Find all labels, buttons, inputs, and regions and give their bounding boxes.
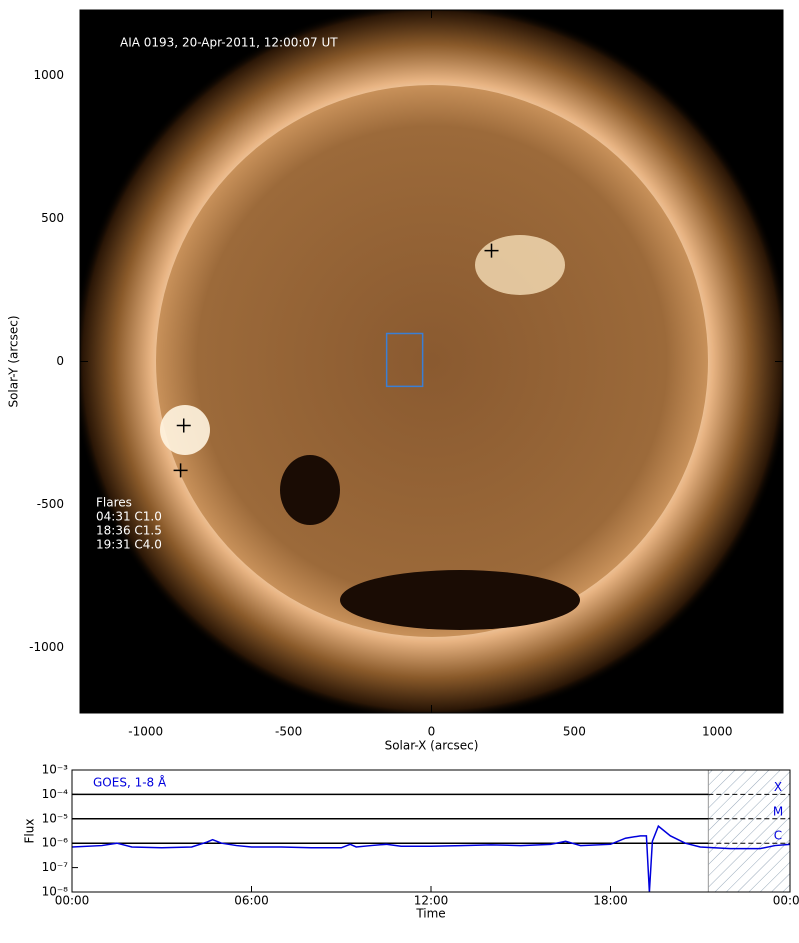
y-tick-label: 10⁻⁵: [42, 811, 69, 825]
y-tick-label: 500: [41, 211, 64, 225]
x-axis-label: Time: [415, 907, 445, 921]
y-axis-label: Solar-Y (arcsec): [7, 315, 21, 407]
flares-title: Flares: [96, 496, 132, 510]
x-axis-label: Solar-X (arcsec): [385, 739, 479, 753]
level-label: M: [773, 804, 783, 818]
x-tick-label: 1000: [702, 725, 733, 739]
axes-frame: [71, 769, 791, 893]
x-tick-label: -500: [275, 725, 302, 739]
flare-marker: [484, 243, 499, 258]
x-tick-label: 06:00: [234, 894, 269, 908]
flux-line: [71, 824, 791, 893]
x-tick-label: 12:00: [414, 894, 449, 908]
flare-entry: 18:36 C1.5: [96, 524, 162, 538]
x-tick-label: 500: [563, 725, 586, 739]
y-tick-label: 10⁻³: [42, 763, 69, 777]
y-tick-label: 10⁻⁷: [42, 860, 69, 874]
y-tick-label: 1000: [33, 68, 64, 82]
region-box: [385, 332, 424, 388]
y-tick-label: 10⁻⁶: [42, 836, 69, 850]
x-tick-label: 00:00: [773, 894, 799, 908]
hatched-region: [707, 769, 791, 893]
x-tick-label: -1000: [128, 725, 163, 739]
level-label: X: [774, 780, 782, 794]
x-tick-label: 00:00: [55, 894, 90, 908]
y-tick-label: 0: [56, 354, 64, 368]
flare-entry: 04:31 C1.0: [96, 510, 162, 524]
solar-image: [80, 10, 783, 713]
flare-marker: [176, 418, 191, 433]
y-axis-label: Flux: [23, 819, 37, 844]
legend-entry: GOES, 1-8 Å: [93, 775, 167, 790]
flare-entry: 19:31 C4.0: [96, 538, 162, 552]
y-tick-label: -500: [37, 497, 64, 511]
flare-marker: [173, 463, 188, 478]
y-tick-label: 10⁻⁴: [42, 787, 69, 801]
annotation: AIA 0193, 20-Apr-2011, 12:00:07 UT: [120, 36, 338, 50]
y-tick-label: -1000: [29, 640, 64, 654]
y-tick-label: 10⁻⁸: [42, 885, 69, 899]
level-label: C: [774, 829, 782, 843]
x-tick-label: 0: [428, 725, 436, 739]
x-tick-label: 18:00: [593, 894, 628, 908]
